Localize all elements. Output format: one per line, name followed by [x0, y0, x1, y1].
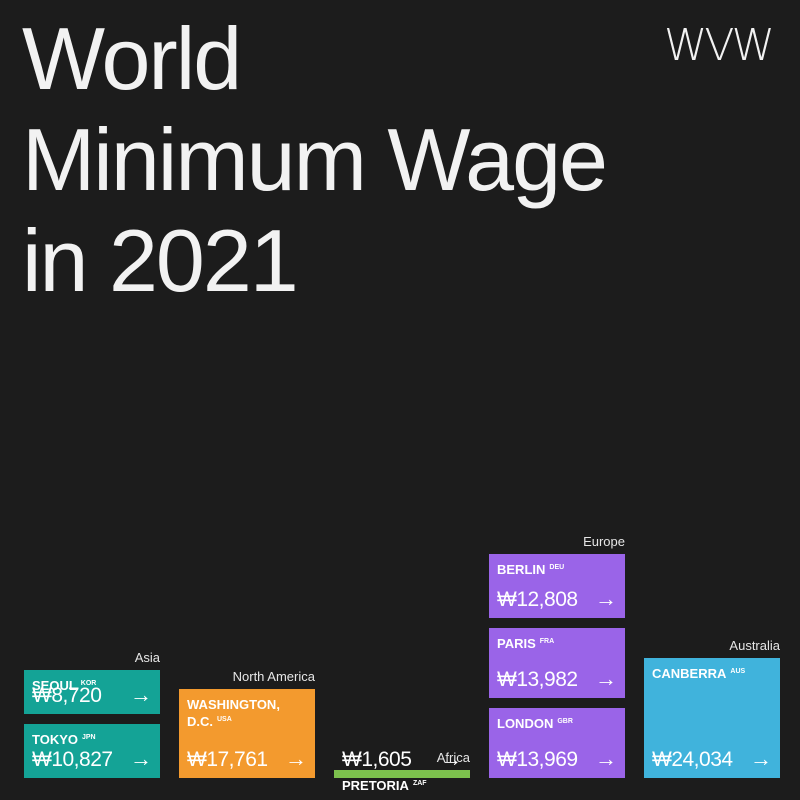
city-name: BERLIN	[497, 562, 546, 577]
region-label-africa: Africa	[436, 750, 470, 765]
country-code: GBR	[557, 718, 573, 725]
wage-value: ₩1,605	[342, 748, 412, 771]
country-code: KOR	[80, 680, 97, 687]
city-label: WASHINGTON, D.C. USA	[187, 697, 307, 731]
region-label-australia: Australia	[729, 638, 780, 653]
country-code: USA	[217, 715, 232, 723]
wage-value: ₩12,808	[497, 588, 578, 611]
country-code: AUS	[730, 668, 746, 675]
bar-seoul: SEOUL KOR ₩8,720 →	[24, 670, 160, 714]
city-label: CANBERRA AUS	[652, 666, 772, 683]
city-label: BERLIN DEU	[497, 562, 617, 579]
arrow-right-icon[interactable]: →	[750, 746, 772, 771]
region-label-asia: Asia	[134, 650, 160, 665]
arrow-right-icon[interactable]: →	[440, 746, 462, 771]
bar-canberra: CANBERRA AUS ₩24,034 →	[644, 658, 780, 778]
arrow-right-icon[interactable]: →	[595, 746, 617, 771]
title-line-3: in 2021	[22, 211, 299, 311]
wage-value: ₩10,827	[32, 748, 113, 771]
arrow-right-icon[interactable]: →	[130, 682, 152, 707]
city-name: SEOUL	[32, 678, 77, 693]
arrow-right-icon[interactable]: →	[595, 666, 617, 691]
title-line-1: World	[22, 9, 242, 108]
wage-value: ₩13,982	[497, 668, 578, 691]
arrow-right-icon[interactable]: →	[285, 746, 307, 771]
wage-value: ₩17,761	[187, 748, 268, 771]
bar-pretoria: PRETORIA ZAF ₩1,605 →	[334, 748, 470, 793]
city-label: LONDON GBR	[497, 716, 617, 733]
city-name: TOKYO	[32, 732, 78, 747]
region-label-north-america: North America	[232, 669, 315, 684]
city-label: PARIS FRA	[497, 636, 617, 653]
bar-london: LONDON GBR ₩13,969 →	[489, 708, 625, 778]
brand-logo: WVW	[663, 20, 775, 71]
city-label: PRETORIA ZAF	[342, 778, 462, 795]
bar-tokyo: TOKYO JPN ₩10,827 →	[24, 724, 160, 778]
bar-paris: PARIS FRA ₩13,982 →	[489, 628, 625, 698]
wage-value: ₩24,034	[652, 748, 733, 771]
country-code: ZAF	[412, 780, 427, 787]
wage-value: ₩13,969	[497, 748, 578, 771]
city-label: SEOUL KOR	[32, 678, 152, 695]
country-code: JPN	[82, 734, 96, 741]
arrow-right-icon[interactable]: →	[130, 746, 152, 771]
city-name: CANBERRA	[652, 666, 727, 681]
title-line-2: Minimum Wage	[22, 110, 608, 210]
city-name: LONDON	[497, 716, 554, 731]
chart-title: World Minimum Wage in 2021	[22, 8, 608, 312]
region-label-europe: Europe	[583, 534, 625, 549]
city-name: WASHINGTON, D.C.	[187, 697, 280, 729]
bar-berlin: BERLIN DEU ₩12,808 →	[489, 554, 625, 618]
city-name: PARIS	[497, 636, 536, 651]
bar-washington-d-c: WASHINGTON, D.C. USA ₩17,761 →	[179, 689, 315, 778]
wage-value: ₩8,720	[32, 684, 102, 707]
city-name: PRETORIA	[342, 778, 409, 793]
arrow-right-icon[interactable]: →	[595, 586, 617, 611]
country-code: FRA	[539, 638, 555, 645]
country-code: DEU	[549, 564, 565, 571]
city-label: TOKYO JPN	[32, 732, 152, 749]
